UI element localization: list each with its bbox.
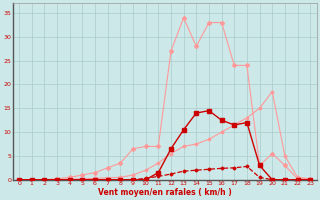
X-axis label: Vent moyen/en rafales ( km/h ): Vent moyen/en rafales ( km/h ) [98, 188, 231, 197]
